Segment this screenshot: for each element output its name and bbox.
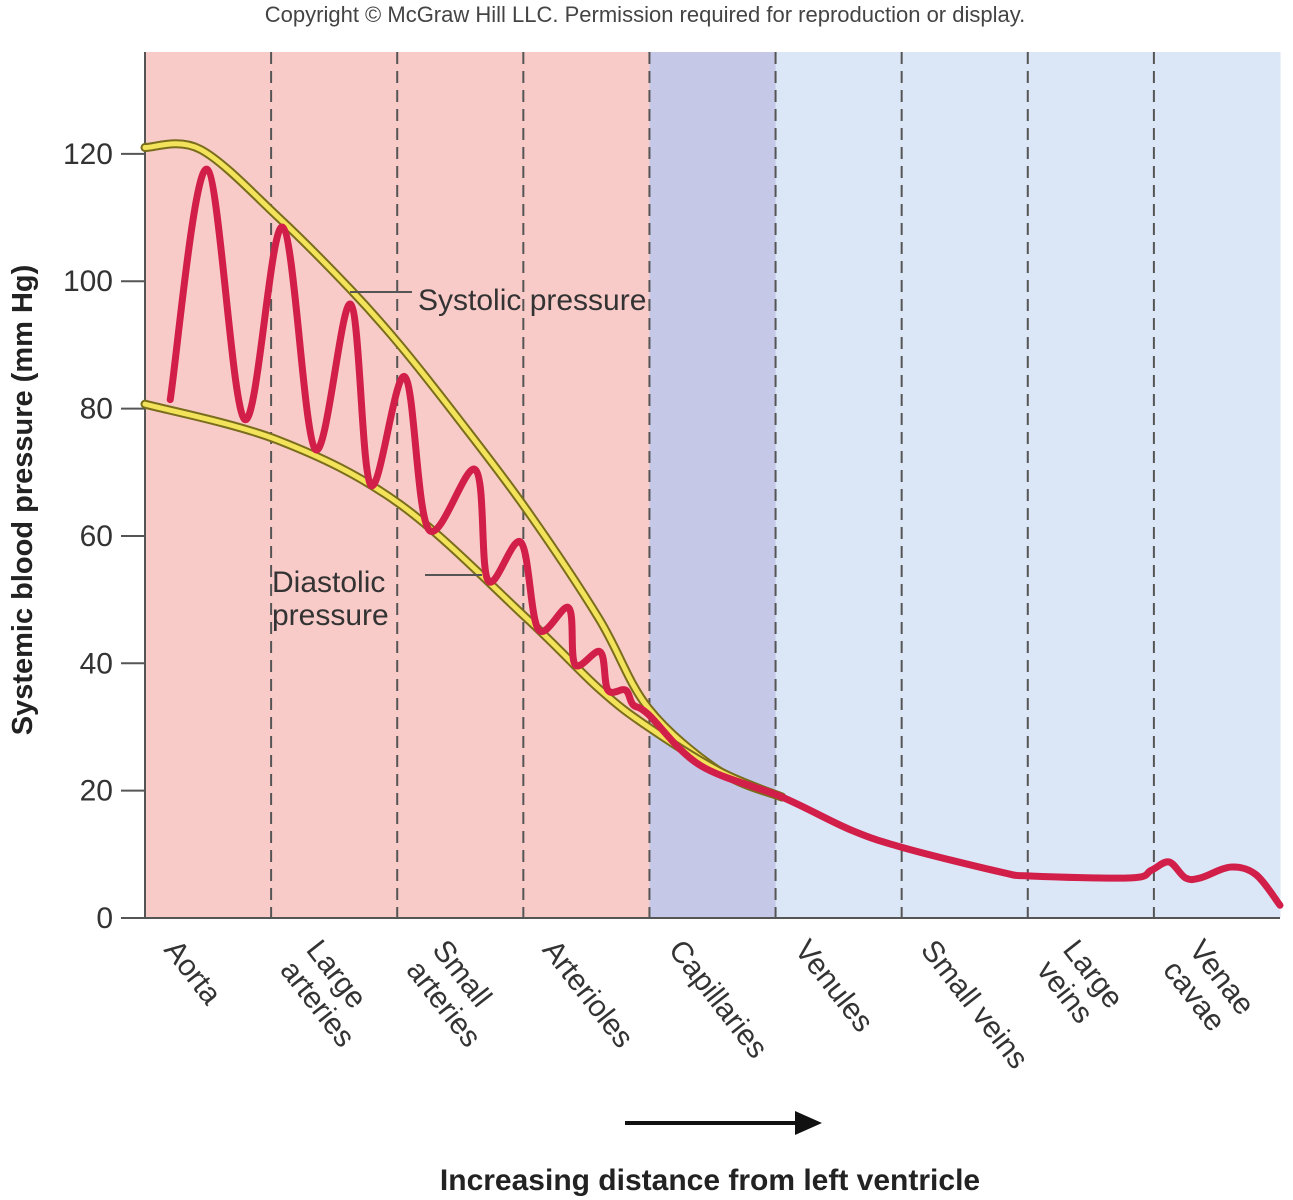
copyright: Copyright © McGraw Hill LLC. Permission … — [265, 2, 1025, 27]
pressure-curve — [166, 165, 1284, 909]
x-category-label: Arterioles — [536, 934, 640, 1054]
x-category-label: Smallarteries — [400, 934, 514, 1053]
y-tick-label: 20 — [80, 775, 113, 808]
x-category-label: Venaecavae — [1156, 934, 1260, 1042]
x-category-label: Capillaries — [662, 934, 774, 1065]
annotation: Systolic pressure — [418, 284, 646, 317]
envelope-line — [142, 141, 785, 800]
x-category-label: Small veins — [914, 934, 1034, 1075]
y-tick-label: 40 — [80, 647, 113, 680]
x-category-label: Venules — [788, 934, 880, 1038]
x-category-label: Largeveins — [1030, 934, 1129, 1035]
arrow-head — [795, 1111, 822, 1135]
x-axis-title: Increasing distance from left ventricle — [440, 1164, 980, 1197]
y-axis-title: Systemic blood pressure (mm Hg) — [7, 265, 39, 736]
region-band — [1027, 52, 1155, 918]
region-band — [1153, 52, 1281, 918]
region-band — [145, 52, 272, 918]
x-category-label: Aorta — [157, 934, 227, 1011]
region-band — [901, 52, 1029, 918]
background — [145, 52, 1281, 918]
region-band — [523, 52, 650, 918]
y-tick-label: 80 — [80, 393, 113, 426]
y-tick-label: 60 — [80, 520, 113, 553]
x-category-label: Largearteries — [274, 934, 388, 1053]
y-tick-label: 120 — [63, 138, 113, 171]
y-tick-label: 0 — [96, 902, 113, 935]
envelope-line — [142, 401, 785, 800]
region-band — [775, 52, 903, 918]
annotation: Diastolic pressure — [272, 566, 389, 632]
y-tick-label: 100 — [63, 265, 113, 298]
